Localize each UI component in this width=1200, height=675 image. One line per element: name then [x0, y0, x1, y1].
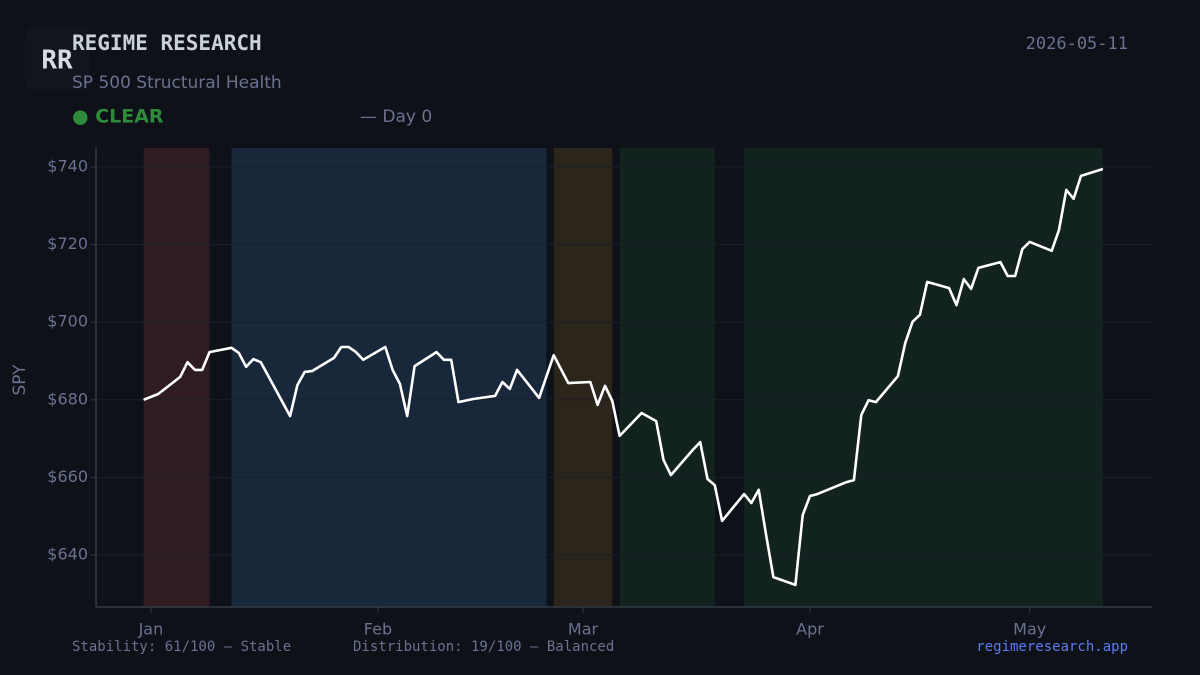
regime-band: [744, 148, 1103, 607]
site-link[interactable]: regimeresearch.app: [976, 639, 1128, 655]
subtitle: SP 500 Structural Health: [72, 73, 282, 93]
y-tick-label: $740: [47, 157, 88, 176]
y-tick-label: $640: [47, 545, 88, 564]
title: REGIME RESEARCH: [72, 31, 262, 55]
y-tick-label: $700: [47, 312, 88, 331]
day-count: — Day 0: [360, 107, 432, 127]
x-tick-label: Jan: [138, 620, 164, 639]
status: ● CLEAR: [72, 106, 164, 128]
y-tick-label: $680: [47, 389, 88, 408]
regime-band: [553, 148, 613, 607]
y-tick-label: $660: [47, 467, 88, 486]
regime-band: [143, 148, 210, 607]
plot: $640 $660 $680 $700 $720 $740 Jan Feb Mar Apr May: [47, 148, 1152, 639]
logo-box: [25, 27, 90, 90]
regime-band: [231, 148, 547, 607]
y-axis-label: SPY: [10, 364, 30, 396]
y-tick-label: $720: [47, 234, 88, 253]
distribution: Distribution: 19/100 — Balanced: [353, 639, 614, 655]
regime-band: [619, 148, 715, 607]
x-tick-label: May: [1013, 620, 1046, 639]
x-tick-label: Apr: [796, 620, 824, 639]
x-tick-label: Mar: [568, 620, 599, 639]
x-tick-label: Feb: [364, 620, 392, 639]
date: 2026-05-11: [1026, 34, 1128, 54]
stability: Stability: 61/100 — Stable: [72, 639, 291, 655]
price-line: [143, 167, 1104, 587]
logo: RR: [41, 46, 73, 76]
